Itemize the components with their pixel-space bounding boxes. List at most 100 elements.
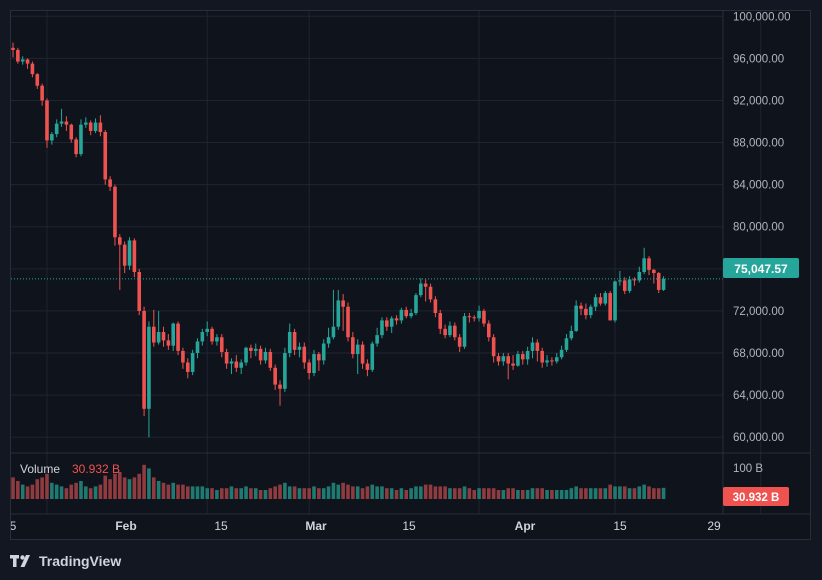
candle-body	[613, 281, 617, 321]
candle-body	[64, 121, 69, 125]
candle-body	[564, 338, 569, 350]
volume-bar	[302, 488, 307, 499]
chart-frame: 100,000.00 96,000.00 92,000.00 88,000.00 84,…	[10, 10, 811, 540]
candle-body	[122, 244, 127, 266]
price-tick-label: 96,000.00	[733, 53, 784, 65]
candle-body	[30, 63, 35, 75]
candle-body	[268, 351, 273, 368]
brand-name: TradingView	[39, 553, 122, 569]
candlestick-chart[interactable]: 100,000.00 96,000.00 92,000.00 88,000.00 84,…	[10, 11, 810, 539]
candle-body	[511, 363, 515, 366]
candle-body	[520, 354, 525, 360]
candle-body	[365, 363, 370, 370]
time-tick-label: 29	[707, 519, 721, 533]
volume-bar	[554, 490, 559, 499]
candle-body	[118, 237, 122, 245]
volume-bar	[45, 473, 49, 499]
volume-bar	[113, 473, 117, 499]
volume-bar	[486, 488, 491, 499]
candle-body	[399, 309, 404, 321]
volume-bar	[127, 479, 132, 499]
volume-bar	[156, 481, 161, 499]
volume-bar	[457, 488, 462, 499]
candle-body	[584, 308, 588, 316]
candle-body	[108, 179, 112, 187]
volume-title: Volume	[20, 462, 60, 476]
price-tick-label: 84,000.00	[733, 180, 784, 192]
candle-body	[98, 122, 103, 133]
volume-bar	[365, 486, 370, 499]
time-tick-label: 15	[613, 519, 627, 533]
candle-body	[472, 317, 477, 319]
candle-body	[574, 305, 578, 331]
volume-last-badge: 30.932 B	[723, 487, 789, 506]
volume-bar	[467, 488, 472, 499]
price-tick-label: 100,000.00	[733, 11, 791, 23]
candle-body	[156, 331, 161, 343]
volume-bar	[268, 488, 273, 499]
volume-bar	[627, 488, 632, 499]
volume-bar	[564, 490, 569, 499]
volume-bar	[404, 490, 409, 499]
candle-body	[132, 240, 137, 272]
candle-body	[127, 240, 132, 266]
volume-bar	[219, 488, 224, 499]
volume-bar	[263, 490, 268, 499]
volume-bar	[181, 484, 185, 499]
volume-bar	[540, 488, 544, 499]
candle-body	[263, 351, 268, 361]
candle-body	[50, 134, 54, 141]
time-tick-label: Apr	[515, 519, 536, 533]
candle-body	[593, 297, 598, 307]
candle-body	[661, 278, 666, 290]
footer	[0, 540, 822, 580]
volume-bar	[593, 488, 598, 499]
volume-bar	[185, 486, 190, 499]
volume-bar	[579, 488, 583, 499]
candle-body	[200, 331, 205, 342]
candle-body	[389, 318, 394, 327]
candle-body	[443, 328, 447, 336]
tradingview-logo[interactable]: TradingView	[10, 552, 121, 570]
volume-bar	[205, 488, 209, 499]
volume-bar	[341, 482, 345, 499]
price-tick-label: 60,000.00	[733, 432, 784, 444]
candle-body	[45, 100, 49, 141]
volume-bar	[642, 484, 646, 499]
volume-bar	[210, 488, 214, 499]
price-tick-label: 80,000.00	[733, 222, 784, 234]
tradingview-logo-icon	[10, 555, 30, 567]
candle-body	[239, 362, 243, 368]
candle-body	[234, 361, 239, 368]
candle-body	[210, 328, 214, 342]
volume-bar	[438, 486, 443, 499]
candle-body	[419, 283, 423, 296]
volume-legend[interactable]: Volume 30.932 B	[20, 462, 120, 476]
volume-bar	[520, 490, 525, 499]
volume-bar	[166, 484, 171, 499]
candle-body	[550, 360, 554, 362]
candle-body	[229, 361, 234, 364]
candle-body	[219, 337, 224, 352]
volume-bar	[637, 486, 642, 499]
volume-bar	[142, 464, 146, 499]
price-tick-label: 88,000.00	[733, 138, 784, 150]
candle-body	[176, 323, 180, 351]
candle-body	[404, 309, 409, 317]
volume-bar	[351, 486, 355, 499]
candle-body	[181, 350, 185, 363]
volume-bar	[598, 488, 603, 499]
candle-body	[185, 362, 190, 372]
last-price-badge: 75,047.57	[723, 258, 799, 278]
candle-body	[506, 356, 511, 364]
candle-body	[244, 347, 248, 363]
volume-bar	[346, 484, 350, 499]
candle-body	[273, 367, 277, 385]
volume-bar	[584, 488, 588, 499]
volume-bar	[35, 479, 40, 499]
candle-body	[448, 325, 452, 336]
candle-body	[554, 357, 559, 362]
volume-bar	[108, 479, 112, 499]
candle-body	[346, 306, 350, 338]
